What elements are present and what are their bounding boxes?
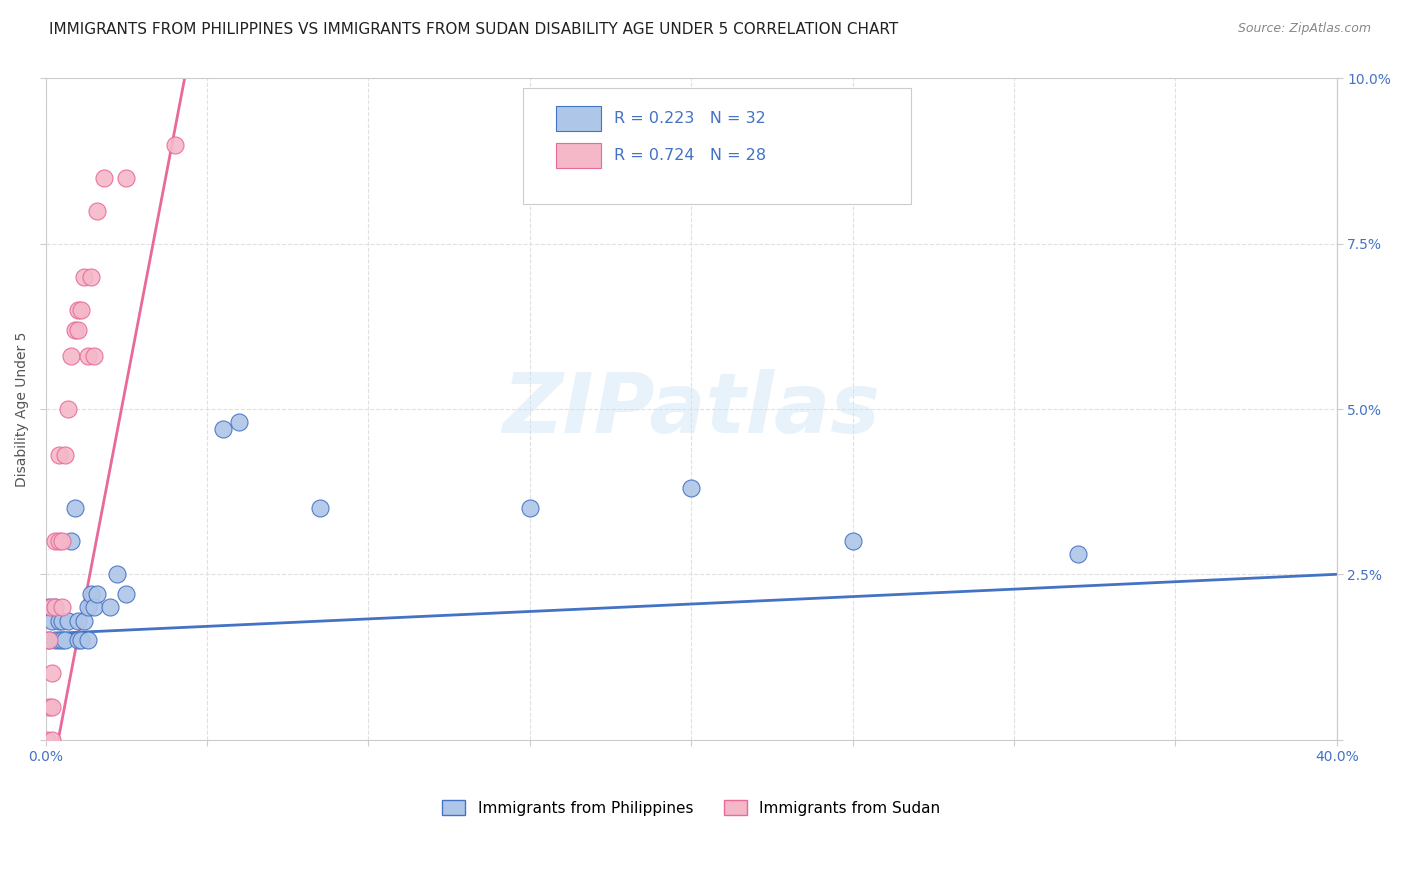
Legend: Immigrants from Philippines, Immigrants from Sudan: Immigrants from Philippines, Immigrants … xyxy=(436,794,946,822)
Point xyxy=(86,203,108,218)
Point xyxy=(51,633,73,648)
Point xyxy=(70,633,93,648)
Point xyxy=(76,600,98,615)
Point xyxy=(44,534,66,549)
Point xyxy=(86,587,108,601)
Point xyxy=(80,587,103,601)
FancyBboxPatch shape xyxy=(555,106,600,131)
Point xyxy=(66,302,89,317)
Point xyxy=(681,481,703,495)
Point xyxy=(841,534,863,549)
Y-axis label: Disability Age Under 5: Disability Age Under 5 xyxy=(15,331,30,487)
Point xyxy=(93,170,115,185)
Point xyxy=(44,633,66,648)
Text: IMMIGRANTS FROM PHILIPPINES VS IMMIGRANTS FROM SUDAN DISABILITY AGE UNDER 5 CORR: IMMIGRANTS FROM PHILIPPINES VS IMMIGRANT… xyxy=(49,22,898,37)
Point xyxy=(105,567,128,582)
Point xyxy=(66,633,89,648)
Point xyxy=(98,600,121,615)
Point xyxy=(63,323,86,337)
Point xyxy=(51,614,73,628)
Point xyxy=(51,600,73,615)
Point xyxy=(58,614,80,628)
Point xyxy=(51,534,73,549)
Point xyxy=(44,600,66,615)
Text: R = 0.724   N = 28: R = 0.724 N = 28 xyxy=(614,148,766,162)
FancyBboxPatch shape xyxy=(523,88,911,204)
Point xyxy=(1067,548,1090,562)
Point xyxy=(48,448,70,462)
Point xyxy=(58,402,80,417)
Point xyxy=(60,534,83,549)
Point xyxy=(53,633,76,648)
Point xyxy=(519,501,541,516)
FancyBboxPatch shape xyxy=(555,143,600,168)
Point xyxy=(80,269,103,284)
Point xyxy=(66,614,89,628)
Point xyxy=(163,137,186,152)
Point xyxy=(70,302,93,317)
Point xyxy=(73,614,96,628)
Point xyxy=(41,699,63,714)
Point xyxy=(83,349,105,363)
Text: ZIPatlas: ZIPatlas xyxy=(502,368,880,450)
Text: Source: ZipAtlas.com: Source: ZipAtlas.com xyxy=(1237,22,1371,36)
Point xyxy=(38,600,60,615)
Point xyxy=(73,269,96,284)
Point xyxy=(39,600,62,615)
Point xyxy=(38,633,60,648)
Point xyxy=(44,600,66,615)
Point xyxy=(41,614,63,628)
Point xyxy=(41,732,63,747)
Point xyxy=(212,422,235,436)
Point xyxy=(76,349,98,363)
Point xyxy=(53,448,76,462)
Point xyxy=(83,600,105,615)
Point xyxy=(66,323,89,337)
Point xyxy=(309,501,332,516)
Point xyxy=(60,349,83,363)
Point xyxy=(48,633,70,648)
Point xyxy=(115,587,138,601)
Point xyxy=(228,415,250,429)
Point xyxy=(38,699,60,714)
Point xyxy=(38,633,60,648)
Point xyxy=(48,614,70,628)
Point xyxy=(76,633,98,648)
Point xyxy=(63,501,86,516)
Point xyxy=(41,666,63,681)
Point xyxy=(115,170,138,185)
Point xyxy=(48,534,70,549)
Point xyxy=(37,732,59,747)
Text: R = 0.223   N = 32: R = 0.223 N = 32 xyxy=(614,112,765,127)
